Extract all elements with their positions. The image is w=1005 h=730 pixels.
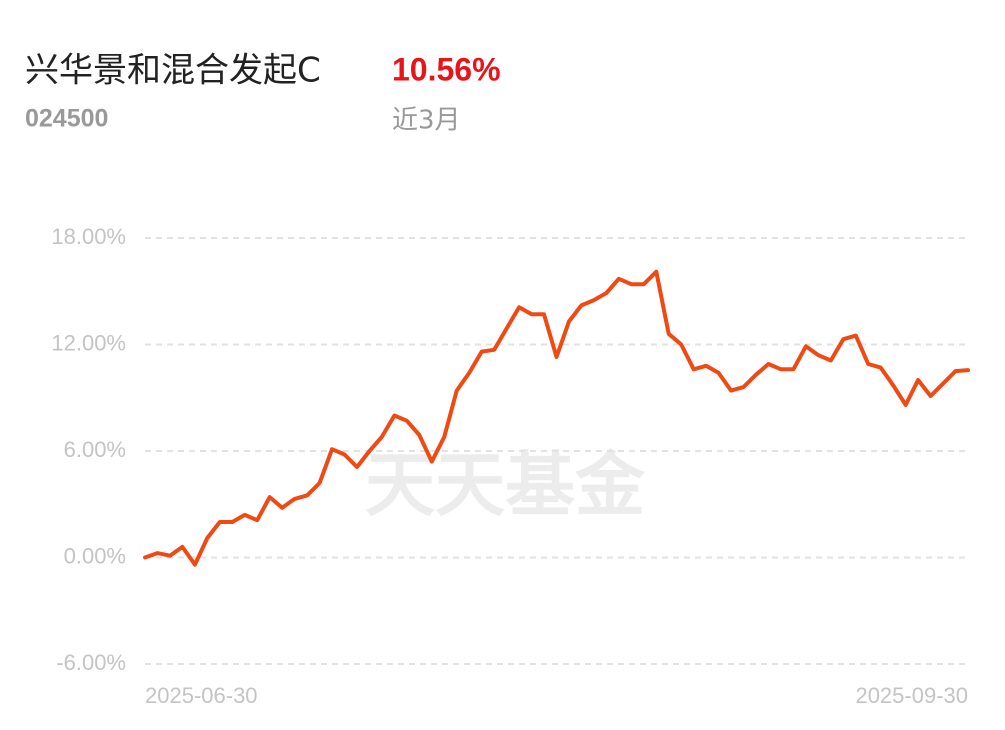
period-label: 近3月 <box>392 106 461 136</box>
y-tick-label: 6.00% <box>64 437 126 462</box>
fund-code: 024500 <box>25 105 108 133</box>
x-tick-label: 2025-09-30 <box>855 683 968 708</box>
watermark: 天天基金 <box>365 444 646 526</box>
data-line <box>143 269 970 567</box>
return-value: 10.56% <box>392 51 501 87</box>
x-tick-label: 2025-06-30 <box>145 683 258 708</box>
fund-name: 兴华景和混合发起C <box>25 51 321 91</box>
y-tick-label: -6.00% <box>56 650 126 675</box>
y-tick-label: 18.00% <box>51 224 126 249</box>
y-tick-label: 12.00% <box>51 330 126 355</box>
y-tick-label: 0.00% <box>64 543 126 568</box>
